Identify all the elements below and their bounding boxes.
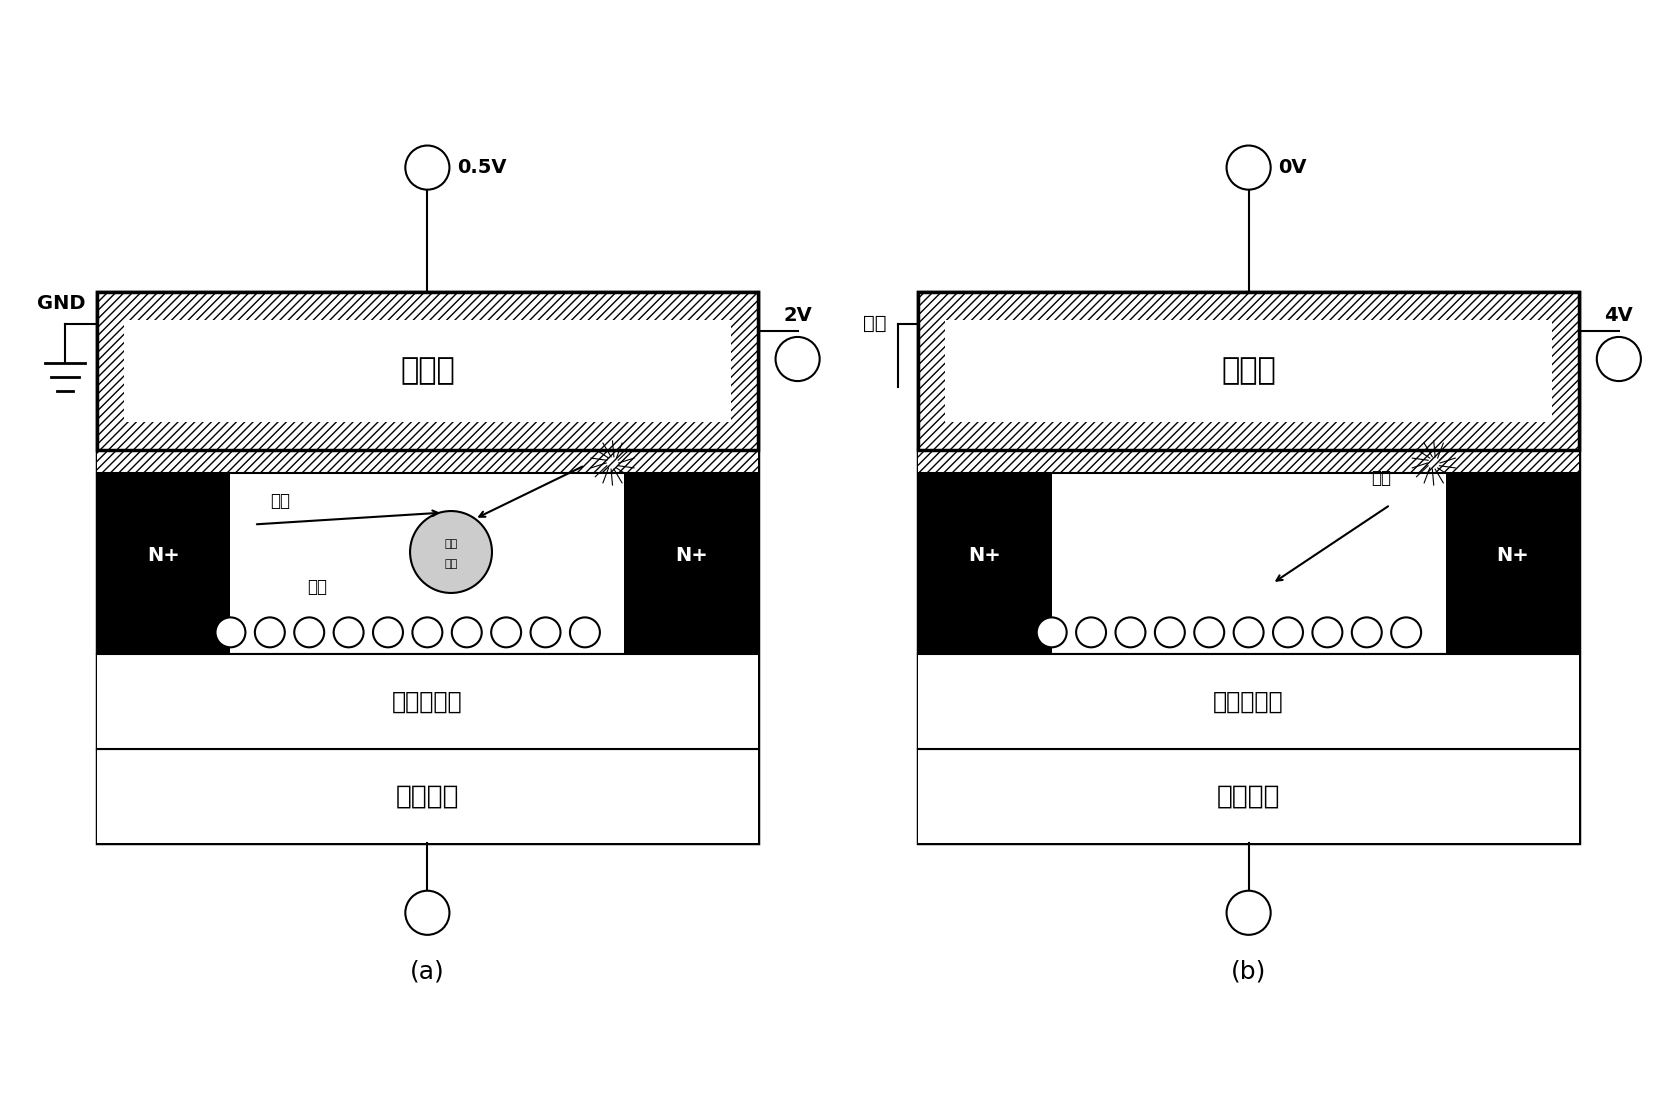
Bar bbox=[918, 655, 1579, 749]
Circle shape bbox=[374, 617, 402, 647]
Text: N+: N+ bbox=[969, 546, 1001, 565]
Circle shape bbox=[531, 617, 560, 647]
Circle shape bbox=[491, 617, 521, 647]
Circle shape bbox=[1155, 617, 1185, 647]
Text: 空穴: 空穴 bbox=[307, 578, 327, 596]
Polygon shape bbox=[112, 655, 349, 721]
Polygon shape bbox=[934, 655, 1170, 721]
Circle shape bbox=[453, 617, 481, 647]
Circle shape bbox=[1037, 617, 1066, 647]
Circle shape bbox=[776, 337, 820, 381]
Circle shape bbox=[255, 617, 285, 647]
Bar bbox=[124, 320, 731, 422]
Circle shape bbox=[1234, 617, 1264, 647]
Circle shape bbox=[412, 617, 442, 647]
Bar bbox=[97, 474, 231, 655]
Bar bbox=[918, 293, 1579, 449]
Text: N+: N+ bbox=[675, 546, 707, 565]
Bar bbox=[918, 474, 1053, 655]
Text: 栊电极: 栊电极 bbox=[401, 357, 454, 385]
Bar bbox=[918, 293, 1579, 843]
Text: (b): (b) bbox=[1230, 959, 1267, 983]
Bar bbox=[945, 320, 1552, 422]
Text: 浮置: 浮置 bbox=[863, 314, 887, 333]
Text: 背栊电极: 背栊电极 bbox=[396, 783, 459, 809]
Circle shape bbox=[406, 891, 449, 935]
Text: 空穴阻挡层: 空穴阻挡层 bbox=[1213, 690, 1284, 713]
Circle shape bbox=[1227, 146, 1270, 190]
Circle shape bbox=[1195, 617, 1223, 647]
Bar bbox=[97, 655, 758, 749]
Bar bbox=[918, 749, 1579, 843]
Circle shape bbox=[1391, 617, 1421, 647]
Bar bbox=[918, 474, 1579, 655]
Polygon shape bbox=[506, 655, 742, 721]
Circle shape bbox=[216, 617, 245, 647]
Text: 空穴: 空穴 bbox=[1371, 469, 1391, 487]
Text: 0.5V: 0.5V bbox=[458, 158, 506, 177]
Circle shape bbox=[1116, 617, 1145, 647]
Bar bbox=[97, 655, 758, 749]
Circle shape bbox=[295, 617, 323, 647]
Circle shape bbox=[570, 617, 600, 647]
Bar bbox=[97, 749, 758, 843]
Circle shape bbox=[1597, 337, 1641, 381]
Bar bbox=[918, 449, 1579, 474]
Bar bbox=[623, 474, 758, 655]
Text: 0V: 0V bbox=[1279, 158, 1307, 177]
Polygon shape bbox=[1327, 655, 1564, 721]
Circle shape bbox=[1274, 617, 1302, 647]
Text: 碰撞: 碰撞 bbox=[444, 539, 458, 549]
Bar bbox=[918, 655, 1579, 749]
Text: 空穴阻挡层: 空穴阻挡层 bbox=[392, 690, 463, 713]
Circle shape bbox=[1076, 617, 1106, 647]
Text: GND: GND bbox=[37, 295, 85, 314]
Bar bbox=[97, 474, 758, 655]
Text: 2V: 2V bbox=[783, 306, 811, 326]
Text: (a): (a) bbox=[411, 959, 444, 983]
Text: 4V: 4V bbox=[1604, 306, 1632, 326]
Text: N+: N+ bbox=[147, 546, 179, 565]
Text: 电离: 电离 bbox=[444, 559, 458, 569]
Circle shape bbox=[1353, 617, 1381, 647]
Circle shape bbox=[406, 146, 449, 190]
Bar bbox=[97, 449, 758, 474]
Bar bbox=[1445, 474, 1579, 655]
Bar bbox=[97, 293, 758, 843]
Text: N+: N+ bbox=[1497, 546, 1529, 565]
Circle shape bbox=[1312, 617, 1342, 647]
Text: 背栊电极: 背栊电极 bbox=[1217, 783, 1280, 809]
Circle shape bbox=[1227, 891, 1270, 935]
Circle shape bbox=[334, 617, 364, 647]
Bar bbox=[97, 293, 758, 449]
Circle shape bbox=[411, 511, 493, 593]
Text: 栊电极: 栊电极 bbox=[1222, 357, 1275, 385]
Text: 电子: 电子 bbox=[270, 492, 290, 510]
